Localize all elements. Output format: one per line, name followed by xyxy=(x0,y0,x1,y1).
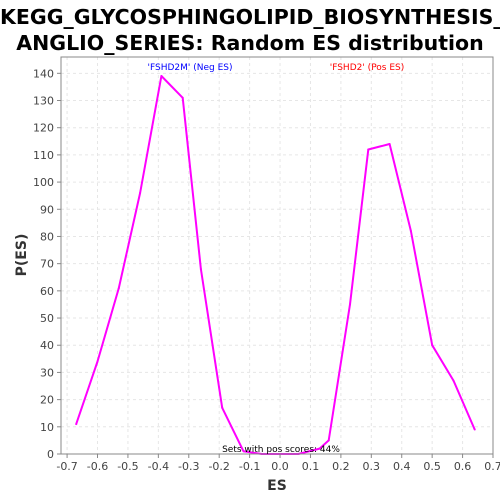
data-point xyxy=(431,344,434,347)
y-tick-label: 60 xyxy=(40,285,54,298)
y-tick-label: 0 xyxy=(47,448,54,461)
data-point xyxy=(181,96,184,99)
data-point xyxy=(452,379,455,382)
data-point xyxy=(388,143,391,146)
x-tick-label: 0.3 xyxy=(363,460,381,473)
axes: -0.7 -0.6 -0.5 -0.4 -0.3 -0.2 -0.1 0.0 0.1 0.2 0.3… xyxy=(33,56,500,473)
y-tick-label: 70 xyxy=(40,258,54,271)
x-tick-label: -0.2 xyxy=(208,460,229,473)
data-point xyxy=(473,428,476,431)
data-point xyxy=(139,191,142,194)
data-point xyxy=(367,148,370,151)
x-tick-label: -0.4 xyxy=(148,460,169,473)
x-tick-label: 0.1 xyxy=(302,460,320,473)
x-tick-label: 0.4 xyxy=(393,460,411,473)
data-point xyxy=(221,406,224,409)
data-point xyxy=(242,450,245,453)
x-tick-label: 0.0 xyxy=(271,460,289,473)
data-point xyxy=(327,439,330,442)
data-point xyxy=(117,287,120,290)
y-axis-label: P(ES) xyxy=(14,234,30,277)
data-point xyxy=(199,268,202,271)
plot-area xyxy=(61,57,493,454)
x-tick-label: 0.6 xyxy=(454,460,472,473)
y-tick-label: 90 xyxy=(40,203,54,216)
x-tick-label: -0.1 xyxy=(239,460,260,473)
data-point xyxy=(96,360,99,363)
y-tick-label: 140 xyxy=(33,67,54,80)
y-tick-label: 130 xyxy=(33,95,54,108)
y-tick-label: 20 xyxy=(40,394,54,407)
x-tick-label: -0.5 xyxy=(117,460,138,473)
y-tick-label: 10 xyxy=(40,421,54,434)
annotation-neg-es: 'FSHD2M' (Neg ES) xyxy=(148,63,233,73)
annotation-pos-scores: Sets with pos scores: 44% xyxy=(222,445,340,455)
x-tick-label: -0.6 xyxy=(87,460,108,473)
data-point xyxy=(349,303,352,306)
y-tick-label: 30 xyxy=(40,366,54,379)
chart-title-line-1: KEGG_GLYCOSPHINGOLIPID_BIOSYNTHESIS_G xyxy=(0,5,500,29)
data-point xyxy=(318,447,321,450)
data-point xyxy=(160,75,163,78)
y-tick-label: 80 xyxy=(40,230,54,243)
annotation-pos-es: 'FSHD2' (Pos ES) xyxy=(330,63,405,73)
data-point xyxy=(409,230,412,233)
chart-title-line-2: ANGLIO_SERIES: Random ES distribution xyxy=(16,31,484,55)
x-axis-label: ES xyxy=(267,478,287,494)
chart-title: KEGG_GLYCOSPHINGOLIPID_BIOSYNTHESIS_G AN… xyxy=(0,4,500,56)
data-point xyxy=(75,423,78,426)
x-tick-label: -0.3 xyxy=(178,460,199,473)
y-tick-label: 50 xyxy=(40,312,54,325)
x-tick-label: -0.7 xyxy=(56,460,77,473)
plot-border xyxy=(60,56,494,455)
x-tick-label: 0.2 xyxy=(332,460,350,473)
y-tick-label: 120 xyxy=(33,122,54,135)
y-tick-label: 110 xyxy=(33,149,54,162)
x-tick-label: 0.5 xyxy=(423,460,441,473)
y-tick-label: 100 xyxy=(33,176,54,189)
y-tick-label: 40 xyxy=(40,339,54,352)
x-tick-label: 0.7 xyxy=(484,460,500,473)
